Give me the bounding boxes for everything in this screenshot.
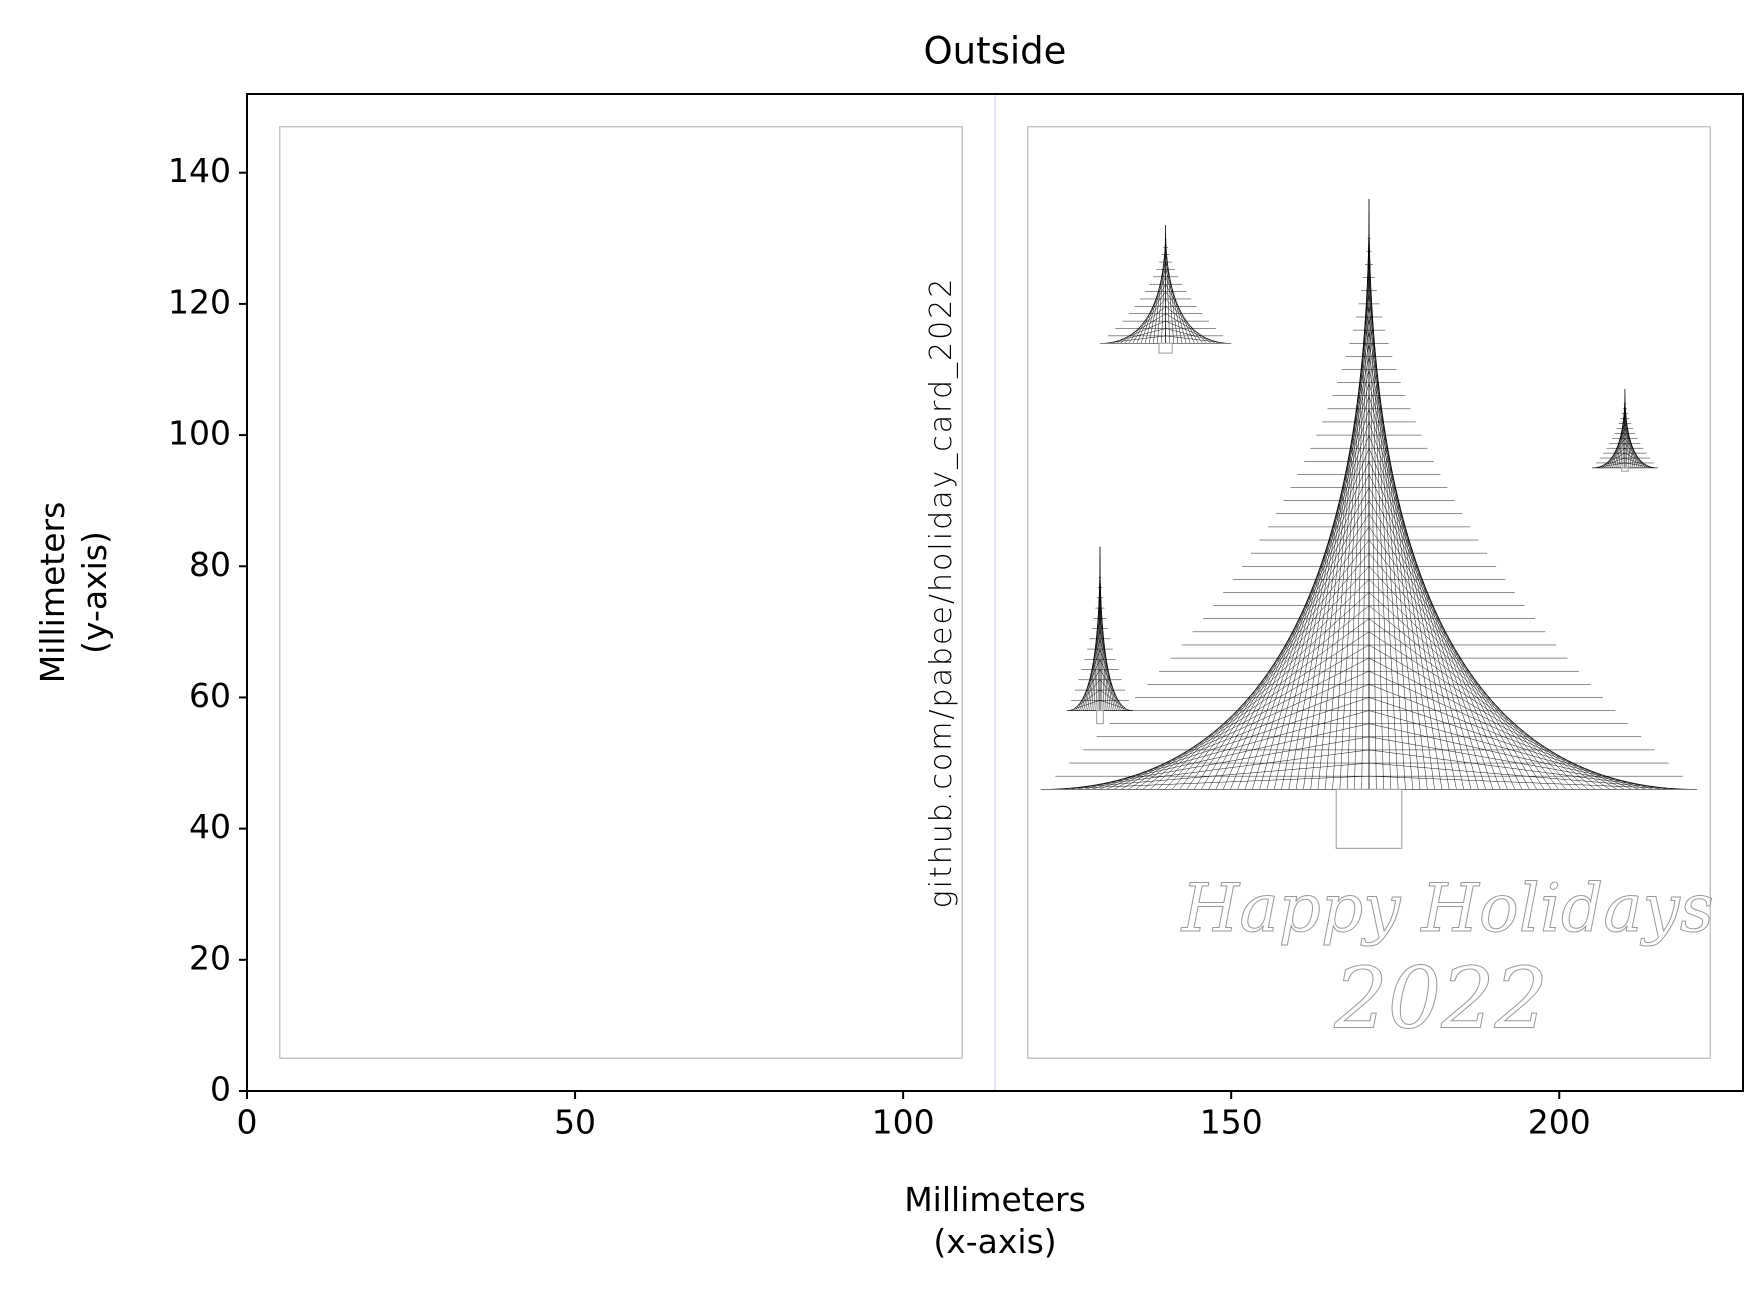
x-tick-label: 200 [1528,1103,1591,1142]
x-tick-label: 50 [554,1103,596,1142]
y-tick-label: 120 [168,282,231,321]
x-axis-label: Millimeters (x-axis) [904,1180,1086,1261]
tree-strings [1592,389,1658,469]
plot-frame [246,93,1744,1092]
x-tick-label: 0 [237,1103,258,1142]
chart-title: Outside [924,30,1067,73]
y-tick-label: 20 [189,938,231,977]
tree-strings [1040,198,1698,790]
y-tick-label: 80 [189,545,231,584]
tree [1067,546,1133,725]
tree [1099,225,1232,354]
tree-trunk [1158,342,1173,354]
y-axis-label: Millimeters(y-axis) [33,502,114,684]
y-tick-label: 0 [210,1070,231,1109]
tree-trunk [1621,467,1629,472]
x-tick-label: 100 [872,1103,935,1142]
y-tick-label: 100 [168,414,231,453]
tree-strings [1067,546,1133,711]
card-panel [279,126,963,1059]
annotation: Happy Holidays [1181,870,1714,947]
y-tick-label: 60 [189,676,231,715]
annotation: 2022 [1333,950,1548,1048]
tree-strings [1099,225,1232,344]
tree-trunk [1096,710,1104,725]
tree [1592,389,1658,472]
y-tick-label: 40 [189,807,231,846]
x-tick-label: 150 [1200,1103,1263,1142]
tree [1040,198,1698,849]
card-panel [1027,126,1711,1059]
annotation: github.com/pabee/holiday_card_2022 [924,277,959,909]
y-tick-label: 140 [168,151,231,190]
tree-trunk [1335,788,1403,849]
